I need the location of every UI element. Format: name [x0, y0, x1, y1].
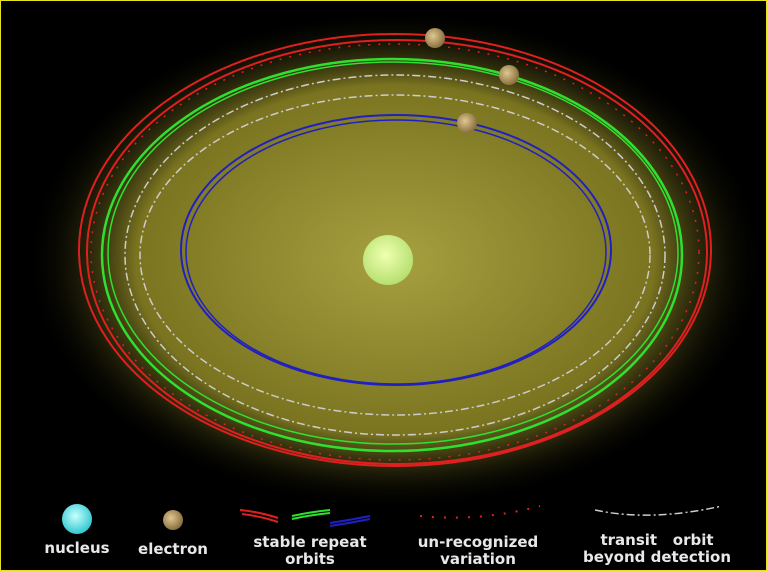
legend-label: un-recognized	[418, 533, 539, 551]
electron	[457, 113, 477, 133]
legend-electron	[163, 510, 183, 530]
legend-label: variation	[440, 550, 516, 568]
legend-label: stable repeat	[253, 533, 366, 551]
legend-nucleus	[62, 504, 92, 534]
legend-label: orbits	[285, 550, 335, 568]
orbits	[78, 33, 712, 467]
legend-dotted	[419, 505, 541, 519]
nucleus	[363, 235, 413, 285]
legend-green	[291, 509, 331, 520]
legend-blue	[329, 515, 371, 527]
legend-label: transit orbit	[600, 531, 713, 549]
electron	[499, 65, 519, 85]
electron	[425, 28, 445, 48]
legend: nucleus electron stable repeat orbits un…	[44, 504, 731, 568]
legend-label: electron	[138, 540, 208, 558]
legend-label: beyond detection	[583, 548, 731, 566]
legend-dashdot	[594, 505, 723, 516]
legend-red	[239, 509, 279, 523]
legend-label: nucleus	[44, 539, 109, 557]
